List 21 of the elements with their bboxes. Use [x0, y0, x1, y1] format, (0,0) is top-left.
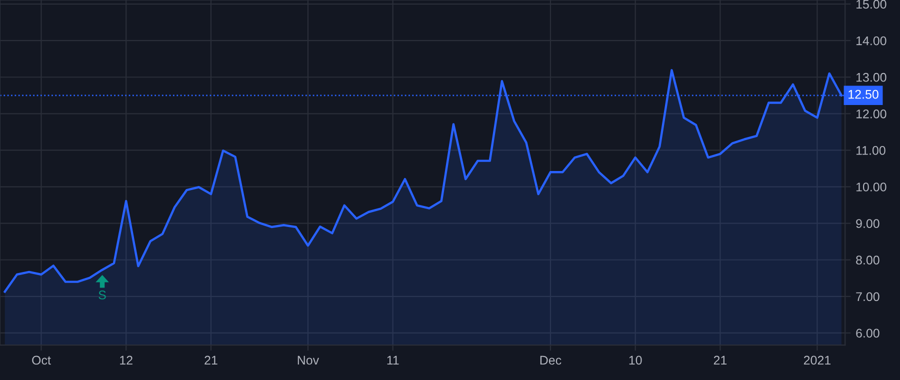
y-tick-label: 10.00: [856, 182, 886, 192]
y-tick-label: 6.00: [856, 328, 880, 338]
y-tick-label: 15.00: [856, 0, 886, 9]
x-tick-label: 2021: [804, 356, 831, 365]
x-tick-label: 21: [714, 356, 727, 365]
y-tick-label: 13.00: [856, 72, 886, 82]
x-tick-label: Oct: [32, 356, 51, 365]
y-tick-label: 8.00: [856, 256, 880, 265]
x-tick-label: Dec: [540, 356, 562, 365]
x-tick-label: 12: [120, 356, 132, 365]
x-tick-label: 10: [629, 356, 642, 365]
y-tick-label: 7.00: [856, 292, 880, 302]
y-tick-label: 11.00: [856, 146, 886, 155]
y-tick-label: 12.00: [856, 109, 886, 118]
y-tick-label: 9.00: [856, 219, 880, 228]
ref-line-label: 12.50: [848, 90, 878, 99]
annotation: S: [98, 290, 106, 300]
x-tick-label: 11: [387, 356, 399, 365]
x-tick-label: Nov: [298, 356, 320, 365]
x-tick-label: 21: [204, 356, 218, 365]
y-tick-label: 14.00: [856, 36, 886, 46]
